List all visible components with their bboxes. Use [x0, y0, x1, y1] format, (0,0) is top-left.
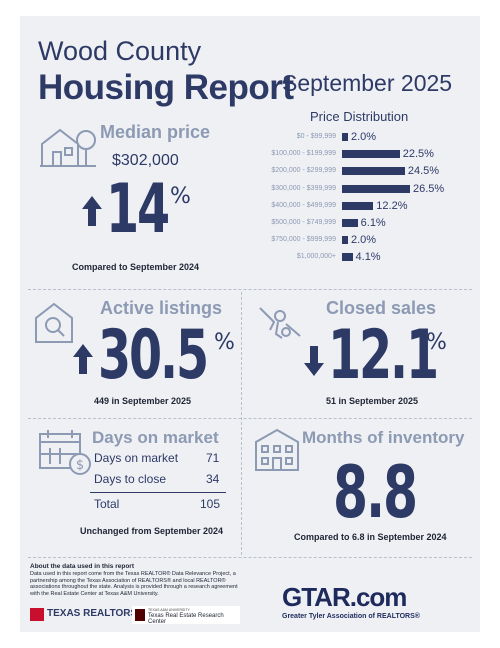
about-title: About the data used in this report	[30, 563, 135, 570]
median-price-unit: %	[170, 184, 191, 209]
price-range-value: 22.5%	[402, 148, 434, 161]
price-range-bar	[342, 236, 348, 245]
price-range-label: $0 - $99,999	[296, 133, 336, 140]
dom-row-value: 71	[206, 451, 220, 465]
about-text: Data used in this report come from the T…	[30, 571, 238, 597]
report-month: September 2025	[282, 70, 453, 96]
report-page: Wood County Housing Report September 202…	[20, 16, 480, 632]
price-range-value: 24.5%	[407, 165, 440, 178]
price-range-bar	[342, 201, 374, 210]
texas-realtors-logo: TEXAS REALTORS	[47, 608, 138, 619]
arrow-up-icon	[73, 344, 93, 374]
price-range-bar	[342, 133, 348, 141]
dom-row-label: Days on market	[94, 451, 179, 465]
price-range-value: 2.0%	[351, 131, 377, 143]
tamu-small: TEXAS A&M UNIVERSITY	[148, 608, 190, 612]
closed-sales-unit: %	[426, 330, 447, 355]
price-range-value: 2.0%	[351, 234, 377, 247]
closed-sales-label: Closed sales	[326, 298, 437, 318]
active-listings-note: 449 in September 2025	[94, 396, 192, 406]
price-range-bar	[342, 167, 405, 176]
gtar-logo: GTAR.com	[282, 582, 407, 612]
total-label: Total	[94, 497, 120, 511]
price-range-value: 12.2%	[376, 199, 408, 212]
active-listings-change: 30.5	[98, 316, 209, 395]
house-tree-icon	[40, 128, 96, 167]
building-icon	[255, 428, 299, 471]
closed-sales-note: 51 in September 2025	[326, 396, 419, 406]
hand-keys-icon	[259, 307, 301, 339]
days-on-market-note: Unchanged from September 2024	[80, 526, 224, 536]
months-inventory-note: Compared to 6.8 in September 2024	[294, 532, 447, 542]
price-range-bar	[342, 253, 353, 262]
price-range-value: 6.1%	[360, 217, 386, 229]
dtc-row-label: Days to close	[94, 472, 167, 486]
price-distribution-title: Price Distribution	[310, 109, 409, 124]
median-price-value: $302,000	[112, 152, 179, 169]
days-on-market-label: Days on market	[92, 428, 219, 447]
median-price-note: Compared to September 2024	[72, 262, 200, 272]
median-price-label: Median price	[100, 122, 211, 142]
price-range-label: $100,000 - $199,999	[271, 150, 336, 158]
tamu-center: Texas Real Estate Research Center	[148, 613, 224, 625]
report-title: Housing Report	[38, 68, 294, 107]
price-range-label: $400,000 - $499,999	[271, 201, 336, 209]
months-inventory-value: 8.8	[333, 450, 418, 534]
arrow-down-icon	[304, 346, 324, 376]
price-range-value: 26.5%	[413, 182, 445, 195]
house-search-icon	[35, 302, 73, 343]
price-range-label: $750,000 - $999,999	[271, 236, 336, 244]
total-value: 105	[200, 497, 221, 511]
price-range-label: $300,000 - $399,999	[271, 184, 336, 192]
median-price-change: 14	[106, 170, 170, 249]
active-listings-label: Active listings	[100, 298, 223, 318]
price-range-label: $500,000 - $749,999	[271, 219, 336, 226]
price-range-label: $1,000,000+	[296, 253, 336, 261]
price-range-bar	[342, 184, 410, 193]
closed-sales-change: 12.1	[328, 316, 439, 395]
calendar-dollar-icon: $	[39, 430, 91, 475]
divider-1	[28, 289, 472, 290]
texas-realtors-logo-icon	[30, 608, 44, 621]
svg-text:$: $	[76, 458, 84, 473]
divider-2	[28, 418, 472, 419]
county-name: Wood County	[38, 36, 202, 66]
divider-3	[28, 557, 472, 558]
tamu-logo: TEXAS A&M UNIVERSITY Texas Real Estate R…	[132, 606, 240, 625]
price-range-bar	[342, 219, 358, 227]
total-rule	[90, 492, 226, 493]
divider-vertical	[241, 292, 242, 555]
price-range-label: $200,000 - $299,999	[271, 167, 336, 175]
tamu-mark-icon	[135, 609, 145, 621]
active-listings-unit: %	[214, 330, 235, 355]
gtar-tagline: Greater Tyler Association of REALTORS®	[282, 613, 420, 620]
dtc-row-value: 34	[206, 472, 220, 486]
arrow-up-icon	[82, 196, 102, 226]
months-inventory-label: Months of inventory	[302, 428, 465, 447]
price-range-bar	[342, 150, 400, 159]
price-range-value: 4.1%	[355, 251, 381, 264]
